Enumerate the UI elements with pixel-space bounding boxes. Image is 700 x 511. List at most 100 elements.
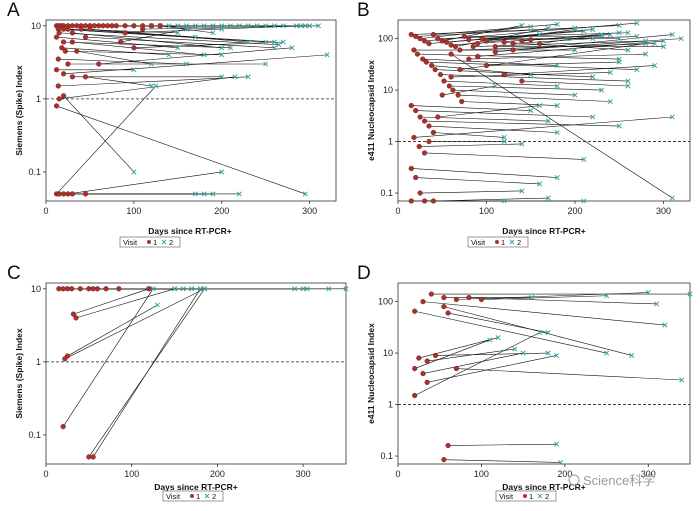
visit1-marker xyxy=(70,311,77,317)
visit1-marker xyxy=(424,358,430,364)
visit2-marker xyxy=(210,191,216,197)
visit1-marker xyxy=(426,138,432,145)
visit2-marker-stroke xyxy=(236,23,242,29)
visit1-marker xyxy=(445,310,451,316)
visit1-marker xyxy=(55,83,61,89)
visit-connector xyxy=(85,76,152,87)
visit2-marker-stroke xyxy=(625,30,631,36)
visit1-marker xyxy=(86,454,92,460)
visit-connector xyxy=(468,53,646,60)
visit2-marker xyxy=(629,352,635,358)
visit2-marker-stroke xyxy=(219,52,225,58)
visit-connector xyxy=(142,25,319,30)
visit1-marker xyxy=(475,53,481,60)
visit2-marker-stroke xyxy=(219,45,225,51)
visit-connector xyxy=(65,50,222,56)
visit2-marker xyxy=(175,30,181,36)
visit1-marker xyxy=(69,286,75,292)
visit2-marker-stroke xyxy=(172,286,178,292)
visit2-marker-stroke xyxy=(545,195,551,201)
visit1-marker xyxy=(69,30,75,36)
watermark: Science科学 xyxy=(568,473,655,488)
visit2-marker xyxy=(598,33,605,40)
visit1-marker xyxy=(536,41,543,47)
visit1-marker xyxy=(413,107,419,114)
visit2-marker-stroke xyxy=(192,23,198,29)
visit1-marker xyxy=(416,355,422,361)
visit2-marker xyxy=(652,41,658,47)
y-tick-label: 100 xyxy=(378,34,393,44)
visit2-marker xyxy=(634,67,640,73)
visit2-marker xyxy=(219,52,225,58)
visit2-marker-stroke xyxy=(131,169,137,175)
visit1-marker xyxy=(430,31,436,38)
visit2-marker-stroke xyxy=(501,198,507,204)
visit2-marker-stroke xyxy=(487,337,493,343)
visit-connector xyxy=(442,85,496,96)
visit2-marker xyxy=(492,83,498,89)
plot-frame xyxy=(397,282,691,465)
visit2-marker-stroke xyxy=(616,123,622,129)
visit2-marker xyxy=(554,174,560,181)
visit1-marker xyxy=(492,49,498,55)
visit1-marker xyxy=(448,74,454,80)
visit2-marker-stroke xyxy=(629,352,635,358)
visit2-marker xyxy=(616,22,622,29)
visit2-marker xyxy=(554,62,560,69)
visit2-marker-stroke xyxy=(219,169,225,175)
visit1-marker xyxy=(457,67,463,73)
visit-connector xyxy=(64,288,205,360)
visit-connector xyxy=(422,301,666,326)
panel-label: A xyxy=(7,0,20,21)
x-tick-label: 100 xyxy=(479,206,494,216)
visit2-marker-stroke xyxy=(326,286,332,292)
visit2-marker-stroke xyxy=(669,31,675,38)
visit2-marker-stroke xyxy=(271,45,278,51)
visit2-marker-stroke xyxy=(669,195,675,201)
visit-connector xyxy=(58,58,187,65)
x-axis-label: Days since RT-PCR+ xyxy=(154,482,237,492)
visit1-marker xyxy=(475,41,481,47)
visit2-marker xyxy=(662,322,668,328)
visit1-marker xyxy=(483,62,490,69)
visit2-marker-stroke xyxy=(528,108,534,114)
visit1-marker xyxy=(428,291,434,297)
visit2-marker-stroke xyxy=(581,28,587,34)
visit2-marker-stroke xyxy=(153,83,159,89)
visit2-marker-stroke xyxy=(192,34,198,40)
y-axis-label: Siemens (Spike) Index xyxy=(14,328,24,418)
visit2-marker xyxy=(528,108,534,114)
visit2-marker xyxy=(302,191,308,197)
visit2-marker-stroke xyxy=(652,41,658,47)
visit2-marker-stroke xyxy=(643,51,649,57)
visit-connector xyxy=(437,105,540,118)
visit1-marker xyxy=(421,118,428,124)
visit1-marker xyxy=(53,67,60,73)
visit2-marker xyxy=(271,23,278,29)
visit-connector xyxy=(443,459,561,463)
visit2-marker xyxy=(590,27,596,33)
visit2-marker-stroke xyxy=(545,350,551,356)
x-tick-label: 300 xyxy=(302,206,317,216)
visit2-marker-stroke xyxy=(236,191,242,197)
visit2-marker-stroke xyxy=(537,181,543,187)
legend-visit2-label: 2 xyxy=(212,492,216,501)
visit2-marker-stroke xyxy=(324,52,330,58)
visit1-marker xyxy=(146,286,152,292)
x-tick-label: 100 xyxy=(474,469,489,479)
x-tick-label: 300 xyxy=(296,469,311,479)
visit2-marker xyxy=(201,52,207,58)
x-tick-label: 200 xyxy=(567,206,582,216)
visit1-marker xyxy=(96,23,102,29)
visit2-marker xyxy=(634,33,640,40)
legend-visit2-marker xyxy=(161,239,167,245)
visit-connector xyxy=(473,40,646,47)
visit2-marker-stroke xyxy=(634,20,640,26)
visit2-marker-stroke xyxy=(210,30,216,36)
visit1-marker xyxy=(437,71,444,78)
visit1-marker xyxy=(91,23,97,29)
visit2-marker xyxy=(166,23,172,29)
visit2-marker-stroke xyxy=(307,23,313,29)
legend-title: Visit xyxy=(166,492,181,501)
visit2-marker xyxy=(307,23,313,29)
